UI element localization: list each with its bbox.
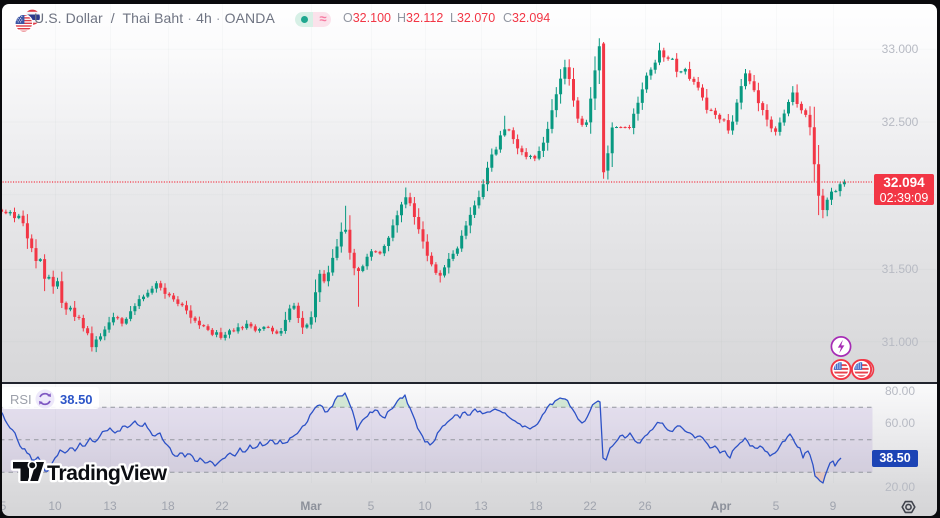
svg-text:TradingView: TradingView bbox=[47, 461, 167, 485]
